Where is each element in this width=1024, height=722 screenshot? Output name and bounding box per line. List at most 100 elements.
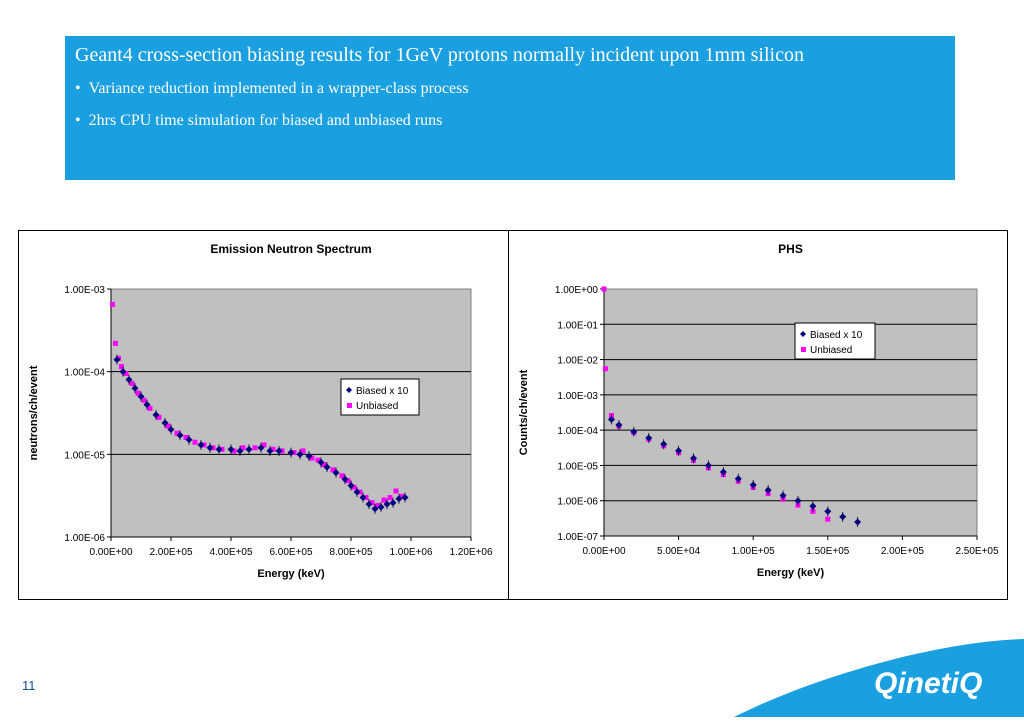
phs-x-tick-label: 0.00E+00 [582,546,626,557]
neutron-x-tick-label: 2.00E+05 [149,547,193,558]
neutron-x-tick-label: 1.00E+06 [389,547,433,558]
neutron-biased-point [275,447,283,455]
phs-x-tick-label: 1.50E+05 [806,546,850,557]
neutron-unbiased-point [375,503,381,509]
bullet-item: Variance reduction implemented in a wrap… [75,80,469,98]
neutron-unbiased-point [123,371,129,377]
logo-swoosh [734,639,1024,717]
phs-biased-point [809,502,817,510]
phs-x-tick-label: 1.00E+05 [732,546,776,557]
neutron-unbiased-point [192,439,198,445]
phs-legend-unbiased-label: Unbiased [810,345,852,356]
neutron-unbiased-point [183,434,189,440]
phs-y-tick-label: 1.00E-01 [557,320,598,331]
neutron-unbiased-point [387,495,393,501]
slide-title: Geant4 cross-section biasing results for… [75,44,804,66]
phs-biased-point [615,421,623,429]
neutron-biased-point [377,503,385,511]
phs-chart-svg: PHS 1.00E+00 1.00E-01 1.00E-02 1.00E-03 1.00E… [518,242,999,579]
neutron-biased-point [215,445,223,453]
phs-biased-point [779,492,787,500]
neutron-biased-point [245,445,253,453]
phs-biased-point [824,507,832,515]
neutron-unbiased-point [345,478,351,484]
neutron-biased-point [266,447,274,455]
neutron-unbiased-point [141,397,147,403]
phs-biased-point [794,497,802,505]
neutron-biased-point [137,393,145,401]
neutron-unbiased-point [231,448,237,454]
phs-y-axis-label: Counts/ch/event [518,369,530,455]
phs-biased-point [734,475,742,483]
neutron-unbiased-point [147,405,153,411]
neutron-unbiased-point [165,423,171,429]
neutron-biased-point [323,463,331,471]
neutron-biased-point [365,500,373,508]
neutron-legend-biased-label: Biased x 10 [356,386,409,397]
phs-biased-point [690,454,698,462]
phs-x-tick-label: 5.00E+04 [657,546,701,557]
neutron-unbiased-point [119,364,124,370]
neutron-biased-point [332,469,340,477]
phs-y-tick-label: 1.00E-02 [557,356,598,367]
neutron-biased-point [341,475,349,483]
neutron-unbiased-point [135,390,141,396]
header-banner: Geant4 cross-section biasing results for… [65,36,955,180]
neutron-unbiased-point [321,462,327,468]
neutron-unbiased-point [174,430,180,436]
phs-biased-point [630,428,638,436]
neutron-x-tick-label: 1.20E+06 [449,547,493,558]
neutron-unbiased-point [381,497,387,503]
neutron-legend-unbiased-label: Unbiased [356,401,398,412]
emission-neutron-chart: Emission Neutron Spectrum 1.00E-03 1.00E-0… [18,230,510,600]
neutron-x-axis-label: Energy (keV) [257,568,325,580]
neutron-unbiased-point [240,445,246,451]
neutron-biased-point [347,481,355,489]
neutron-unbiased-point [113,340,118,346]
phs-biased-point [839,513,847,521]
neutron-biased-point [236,447,244,455]
neutron-biased-point [317,458,325,466]
neutron-biased-point [131,384,139,392]
phs-unbiased-point [810,508,816,514]
phs-chart: PHS 1.00E+00 1.00E-01 1.00E-02 1.00E-03 1.00E… [508,230,1008,600]
neutron-biased-point [119,368,127,376]
neutron-legend-biased-marker [346,387,352,393]
neutron-biased-point [296,450,304,458]
phs-legend [794,322,876,360]
phs-biased-point [704,461,712,469]
neutron-unbiased-point [110,301,115,307]
neutron-biased-point [206,444,214,452]
neutron-biased-point [353,488,361,496]
phs-title: PHS [778,242,803,256]
neutron-biased-point [287,449,295,457]
neutron-y-tick-label: 1.00E-03 [64,285,105,296]
neutron-biased-point [389,499,397,507]
qinetiq-logo: QinetiQ [734,637,1024,717]
phs-x-tick-label: 2.50E+05 [955,546,999,557]
neutron-biased-point [257,444,265,452]
neutron-unbiased-point [300,448,306,454]
neutron-biased-point [143,401,151,409]
neutron-unbiased-point [399,493,405,499]
neutron-unbiased-point [393,488,399,494]
neutron-biased-point [401,494,409,502]
bullet-list: Variance reduction implemented in a wrap… [75,80,469,144]
phs-y-tick-label: 1.00E-06 [557,497,598,508]
neutron-unbiased-point [315,457,321,463]
phs-y-tick-label: 1.00E-04 [557,426,598,437]
neutron-biased-point [305,452,313,460]
neutron-biased-point [113,356,121,364]
neutron-unbiased-point [339,473,345,479]
phs-biased-point [854,518,862,526]
phs-biased-point [675,447,683,455]
phs-x-tick-label: 2.00E+05 [881,546,925,557]
neutron-biased-point [185,436,193,444]
phs-y-tick-label: 1.00E-07 [557,532,598,543]
page-number: 11 [22,678,36,693]
phs-x-axis-label: Energy (keV) [757,567,825,579]
neutron-biased-point [395,495,403,503]
neutron-unbiased-point [270,446,276,452]
neutron-y-tick-label: 1.00E-05 [64,450,105,461]
neutron-biased-point [125,376,133,384]
